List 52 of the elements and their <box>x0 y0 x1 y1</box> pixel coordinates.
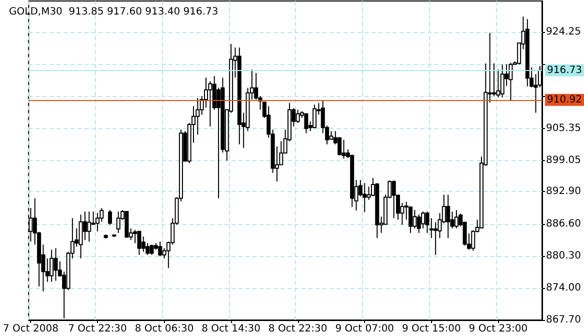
x-tick-label: 8 Oct 22:30 <box>268 324 328 334</box>
y-tick-label: 880.30 <box>546 250 582 262</box>
candlestick <box>304 113 308 134</box>
candlestick <box>45 258 50 282</box>
x-tick-label: 9 Oct 15:00 <box>402 324 461 334</box>
candlestick <box>296 109 300 124</box>
x-tick-label: 8 Oct 06:30 <box>134 324 194 334</box>
candlestick <box>108 210 112 226</box>
y-tick-label: 867.70 <box>546 314 582 326</box>
candlestick <box>471 230 476 252</box>
candlestick <box>208 80 212 128</box>
x-tick-label: 9 Oct 23:00 <box>468 324 528 334</box>
x-tick-label: 9 Oct 07:00 <box>335 324 394 334</box>
x-tick-label: 7 Oct 22:30 <box>68 324 127 334</box>
candlestick <box>82 211 87 241</box>
y-tick-label: 924.25 <box>546 26 582 38</box>
y-tick-label: 874.00 <box>546 282 582 294</box>
candlestick <box>150 244 154 256</box>
y-tick-label: 892.90 <box>546 186 582 198</box>
candlestick <box>392 180 396 219</box>
candlestick <box>137 230 142 256</box>
text: GOLD,M30 913.85 917.60 913.40 916.73 <box>9 6 218 18</box>
candlestick <box>416 214 421 234</box>
candlestick <box>312 104 317 130</box>
candlestick <box>421 211 426 229</box>
y-tick-label: 899.05 <box>546 154 582 166</box>
candlestick <box>158 241 162 257</box>
candlestick <box>434 222 438 256</box>
candlestick <box>500 64 504 98</box>
y-tick-label: 886.60 <box>546 218 582 230</box>
candlestick <box>216 87 221 199</box>
y-tick-label: 905.35 <box>546 122 582 134</box>
x-tick-label: 7 Oct 2008 <box>2 324 58 334</box>
candlestick <box>362 182 367 213</box>
ref-line-label: 910.92 <box>547 94 582 106</box>
ref-line-label: 916.73 <box>547 64 582 76</box>
candlestick <box>408 206 413 234</box>
candlestick <box>78 214 83 259</box>
candlestick <box>116 211 120 234</box>
candlestick <box>54 248 58 282</box>
candlestick <box>50 249 54 282</box>
candlestick <box>508 62 513 102</box>
candlestick <box>342 139 346 160</box>
candlestick <box>87 211 92 242</box>
candlestick <box>425 211 430 234</box>
candlestick <box>492 62 496 96</box>
candlestick <box>446 194 450 239</box>
candlestick <box>429 218 434 239</box>
candlestick <box>254 72 258 100</box>
candlestick <box>412 210 417 229</box>
candlestick <box>454 210 458 229</box>
x-tick-label: 8 Oct 14:30 <box>202 324 260 334</box>
